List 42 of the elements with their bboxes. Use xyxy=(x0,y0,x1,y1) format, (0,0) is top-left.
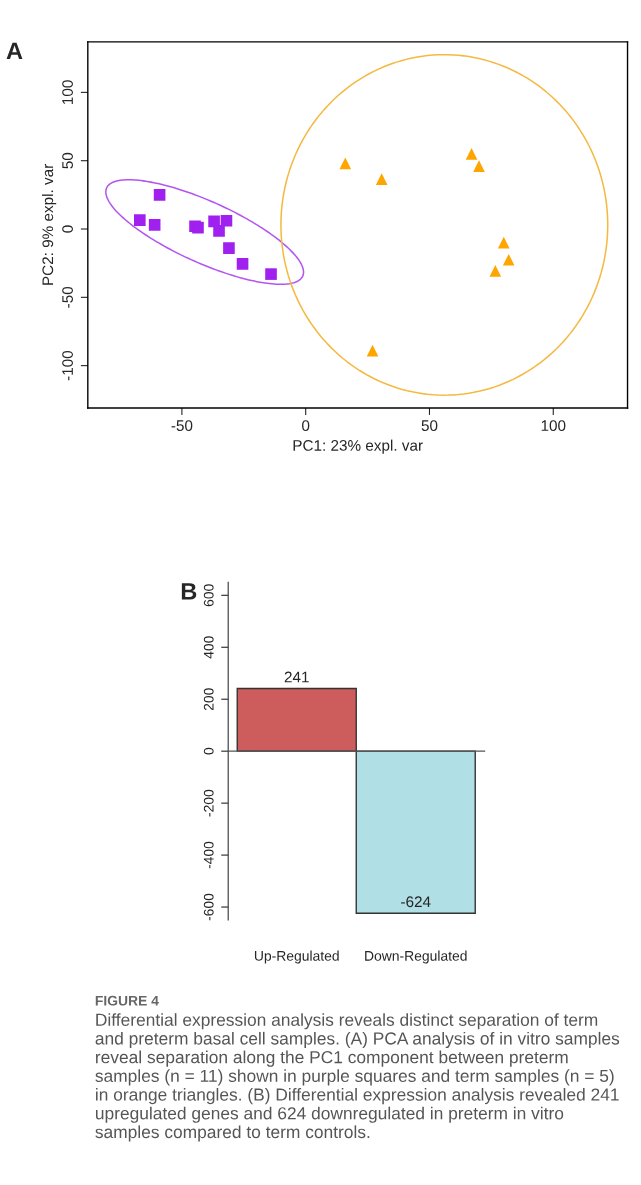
y-tick-label: -400 xyxy=(203,841,214,869)
point xyxy=(148,219,161,231)
x-tick-label: 100 xyxy=(541,420,566,432)
point xyxy=(213,225,225,237)
point xyxy=(339,157,352,170)
x-tick-label: 50 xyxy=(421,420,438,432)
point xyxy=(153,189,166,201)
point xyxy=(236,258,249,270)
point xyxy=(473,160,485,172)
chart-title: B xyxy=(181,583,197,600)
caption: FIGURE 4 xyxy=(95,995,159,1006)
chart-title: A xyxy=(6,42,23,59)
y-tick-label: 600 xyxy=(203,584,214,607)
x-tick-label: Up-Regulated xyxy=(254,950,339,964)
y-tick-label: -600 xyxy=(203,893,214,921)
x-tick-label: -50 xyxy=(171,420,193,432)
point xyxy=(375,173,388,185)
y-tick-label: 0 xyxy=(62,225,73,233)
point xyxy=(265,268,277,280)
y-axis-title: PC2: 9% expl. var xyxy=(41,164,57,285)
y-tick-label: 200 xyxy=(203,688,214,711)
y-tick-label: 50 xyxy=(62,152,73,169)
point xyxy=(220,215,233,227)
text: Differential expression analysis reveals distinct separation of term and preterm basal cell samples. (A) PCA analysis of in vitro samples reveal separation along the PC1 component between preterm samples (n = 11) shown in purple squares and term samples (n = 5) in orange triangles. (B) Differential expression analysis revealed 241 upregulated genes and 624 downregulated in preterm in vitro samples compared to term controls. xyxy=(95,1013,620,1142)
y-tick-label: 0 xyxy=(203,747,214,755)
point xyxy=(489,265,502,277)
point xyxy=(366,344,379,357)
x-tick-label: Down-Regulated xyxy=(365,950,467,964)
point xyxy=(502,253,515,266)
y-tick-label: -200 xyxy=(203,789,214,817)
y-tick-label: -100 xyxy=(62,350,73,381)
y-tick-label: 400 xyxy=(203,636,214,659)
x-axis-title: PC1: 23% expl. var xyxy=(293,439,423,454)
y-tick-label: -50 xyxy=(62,286,73,308)
point xyxy=(134,214,146,226)
point xyxy=(465,148,478,160)
point xyxy=(497,236,510,249)
y-tick-label: 100 xyxy=(62,80,73,104)
data-label: -624 xyxy=(401,896,431,908)
x-tick-label: 0 xyxy=(302,420,310,432)
point xyxy=(223,242,235,254)
data-label: 241 xyxy=(284,671,309,683)
